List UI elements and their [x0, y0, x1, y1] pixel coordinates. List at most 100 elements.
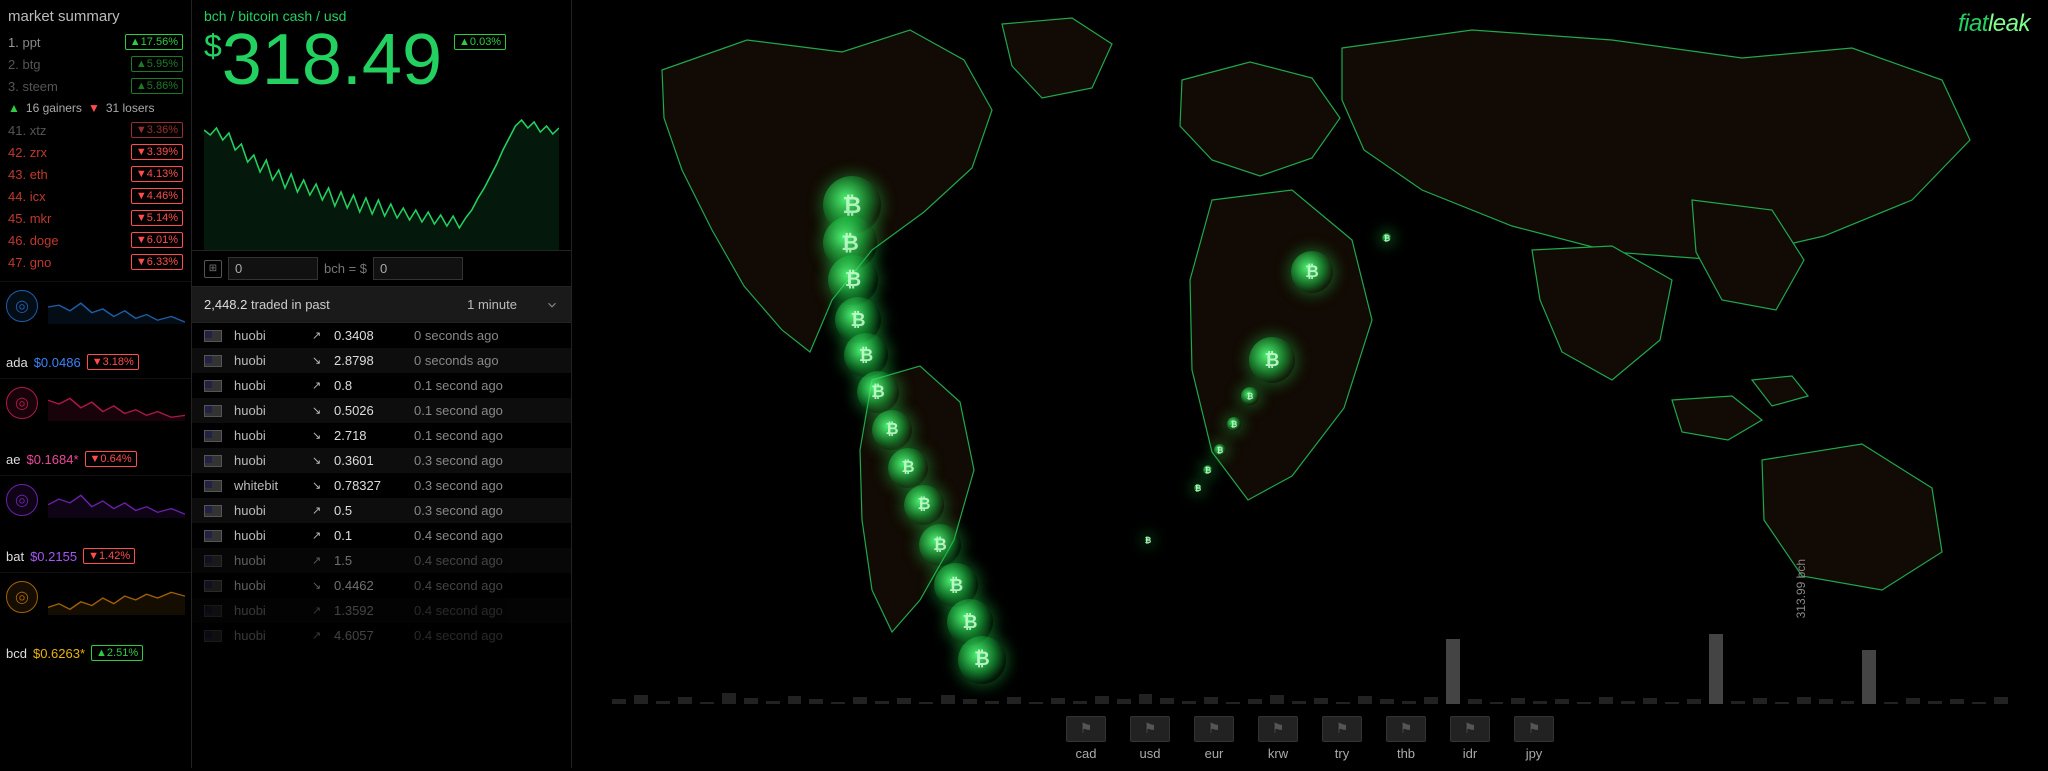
currency-code: krw	[1268, 746, 1288, 761]
bch-amount-input[interactable]	[228, 257, 318, 280]
trade-row[interactable]: huobi ↗ 1.5 0.4 second ago	[192, 548, 571, 573]
volume-bar	[1775, 702, 1789, 704]
coin-card-ae[interactable]: ◎ ae $0.1684* ▼0.64%	[0, 378, 191, 475]
volume-bar	[1533, 701, 1547, 704]
direction-icon: ↗	[312, 629, 326, 642]
map-panel: fiatleak	[572, 0, 2048, 768]
volume-bar	[1621, 701, 1635, 704]
market-summary-row[interactable]: 47. gno ▼6.33%	[8, 251, 183, 273]
currency-eur[interactable]: ⚑ eur	[1194, 716, 1234, 761]
volume-bar	[941, 695, 955, 704]
exchange-name: huobi	[234, 628, 304, 643]
timeframe-selector[interactable]: 1 minute	[467, 297, 559, 312]
triangle-down-icon: ▼	[88, 101, 100, 115]
market-summary-row[interactable]: 43. eth ▼4.13%	[8, 163, 183, 185]
currency-krw[interactable]: ⚑ krw	[1258, 716, 1298, 761]
volume-bar	[612, 699, 626, 704]
direction-icon: ↘	[312, 429, 326, 442]
trade-row[interactable]: huobi ↘ 0.3601 0.3 second ago	[192, 448, 571, 473]
market-summary-row[interactable]: 45. mkr ▼5.14%	[8, 207, 183, 229]
gainers-losers: ▲ 16 gainers ▼ 31 losers	[8, 97, 183, 119]
currency-code: usd	[1140, 746, 1161, 761]
market-summary-row[interactable]: 3. steem ▲5.86%	[8, 75, 183, 97]
volume-bar	[897, 698, 911, 704]
coin-symbol: bcd	[6, 646, 27, 661]
trade-amount: 0.5026	[334, 403, 406, 418]
currency-thb[interactable]: ⚑ thb	[1386, 716, 1426, 761]
currency-jpy[interactable]: ⚑ jpy	[1514, 716, 1554, 761]
market-summary-row[interactable]: 2. btg ▲5.95%	[8, 53, 183, 75]
price-chart	[192, 100, 571, 250]
volume-bar	[1292, 701, 1306, 704]
trade-row[interactable]: huobi ↗ 1.3592 0.4 second ago	[192, 598, 571, 623]
flag-icon: ⚑	[1066, 716, 1106, 742]
coin-bubble: ₿	[1249, 337, 1295, 383]
trade-row[interactable]: huobi ↘ 2.8798 0 seconds ago	[192, 348, 571, 373]
market-summary-row[interactable]: 41. xtz ▼3.36%	[8, 119, 183, 141]
coin-symbol: bat	[6, 549, 24, 564]
trade-row[interactable]: huobi ↘ 0.5026 0.1 second ago	[192, 398, 571, 423]
trade-row[interactable]: huobi ↗ 0.3408 0 seconds ago	[192, 323, 571, 348]
volume-bar	[1139, 694, 1153, 704]
sparkline	[48, 484, 185, 518]
coin-bubble: ₿	[857, 371, 899, 413]
coin-card-bat[interactable]: ◎ bat $0.2155 ▼1.42%	[0, 475, 191, 572]
coin-bubble: ₿	[1241, 387, 1259, 405]
trade-row[interactable]: huobi ↘ 2.718 0.1 second ago	[192, 423, 571, 448]
usd-amount-input[interactable]	[373, 257, 463, 280]
volume-bar	[1797, 697, 1811, 704]
trade-row[interactable]: huobi ↘ 0.4462 0.4 second ago	[192, 573, 571, 598]
volume-bar	[875, 701, 889, 704]
volume-bar	[1160, 698, 1174, 704]
market-summary-row[interactable]: 1. ppt ▲17.56%	[8, 31, 183, 53]
coin-icon: ◎	[6, 484, 38, 516]
exchange-name: huobi	[234, 553, 304, 568]
volume-bar	[1884, 702, 1898, 704]
trade-row[interactable]: huobi ↗ 0.8 0.1 second ago	[192, 373, 571, 398]
volume-bar	[1314, 698, 1328, 704]
trade-row[interactable]: huobi ↗ 0.5 0.3 second ago	[192, 498, 571, 523]
market-summary-row[interactable]: 44. icx ▼4.46%	[8, 185, 183, 207]
trade-row[interactable]: whitebit ↘ 0.78327 0.3 second ago	[192, 473, 571, 498]
coin-card-ada[interactable]: ◎ ada $0.0486 ▼3.18%	[0, 281, 191, 378]
currency-try[interactable]: ⚑ try	[1322, 716, 1362, 761]
left-sidebar: market summary 1. ppt ▲17.56% 2. btg ▲5.…	[0, 0, 192, 768]
volume-bar	[1511, 698, 1525, 704]
price-change-badge: ▲0.03%	[454, 34, 506, 50]
volume-bar	[1095, 696, 1109, 704]
flag-icon: ⚑	[1322, 716, 1362, 742]
coin-card-bcd[interactable]: ◎ bcd $0.6263* ▲2.51%	[0, 572, 191, 669]
trade-time: 0.4 second ago	[414, 553, 559, 568]
market-summary-row[interactable]: 42. zrx ▼3.39%	[8, 141, 183, 163]
coin-price: $0.2155	[30, 549, 77, 564]
coin-change: ▼1.42%	[83, 548, 135, 564]
trade-amount: 2.718	[334, 428, 406, 443]
volume-bar	[788, 696, 802, 704]
calculator-icon[interactable]: ⊞	[204, 260, 222, 278]
traded-amount: 2,448.2	[204, 297, 247, 312]
trade-amount: 0.3601	[334, 453, 406, 468]
volume-bar	[1928, 701, 1942, 704]
volume-bar	[809, 699, 823, 704]
trade-time: 0.3 second ago	[414, 478, 559, 493]
trade-time: 0.4 second ago	[414, 528, 559, 543]
direction-icon: ↘	[312, 454, 326, 467]
currency-idr[interactable]: ⚑ idr	[1450, 716, 1490, 761]
trade-row[interactable]: huobi ↗ 0.1 0.4 second ago	[192, 523, 571, 548]
timeframe-label: 1 minute	[467, 297, 517, 312]
volume-bar	[678, 697, 692, 704]
coin-bubble: ₿	[1227, 417, 1241, 431]
currency-cad[interactable]: ⚑ cad	[1066, 716, 1106, 761]
trade-row[interactable]: huobi ↗ 4.6057 0.4 second ago	[192, 623, 571, 648]
traded-text: traded in past	[251, 297, 330, 312]
flag-icon	[204, 605, 222, 617]
trade-time: 0.3 second ago	[414, 453, 559, 468]
trade-time: 0.4 second ago	[414, 628, 559, 643]
currency-code: thb	[1397, 746, 1415, 761]
currency-usd[interactable]: ⚑ usd	[1130, 716, 1170, 761]
volume-bar	[1665, 702, 1679, 704]
market-summary-row[interactable]: 46. doge ▼6.01%	[8, 229, 183, 251]
trade-amount: 0.1	[334, 528, 406, 543]
volume-bar	[744, 698, 758, 704]
volume-bar	[1051, 698, 1065, 704]
